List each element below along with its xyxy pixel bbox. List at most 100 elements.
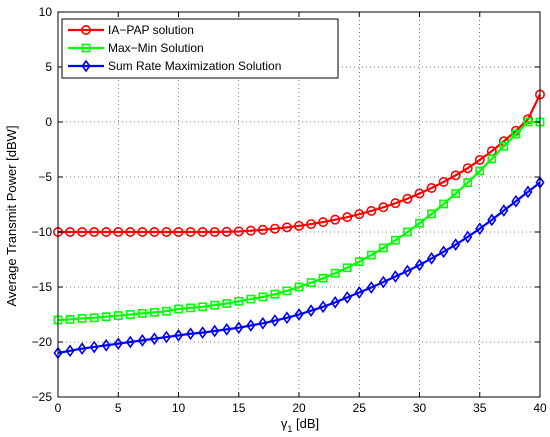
data-point-diamond (523, 185, 533, 199)
x-tick-label: 0 (55, 401, 62, 415)
data-point-square (65, 315, 75, 324)
data-point-square (89, 313, 99, 323)
legend-entry-3: Sum Rate Maximization Solution (68, 59, 281, 73)
data-point-square (523, 117, 533, 127)
data-point-square (210, 300, 220, 310)
x-axis-label: γ1 [dB] (281, 416, 319, 434)
data-point-square (415, 218, 424, 228)
data-point-diamond (77, 342, 87, 355)
x-tick-label: 40 (533, 401, 547, 415)
data-point-circle (318, 217, 329, 228)
data-point-square (378, 243, 388, 253)
data-point-square (306, 278, 316, 287)
data-point-diamond (475, 222, 485, 236)
data-point-diamond (354, 286, 364, 299)
data-point-square (150, 307, 159, 317)
legend: IA−PAP solution Max−Min Solution Sum Rate … (61, 18, 339, 79)
x-tick-label: 20 (292, 401, 306, 415)
x-tick-label: 35 (473, 401, 487, 415)
data-point-circle (354, 209, 365, 220)
x-tick-label: 25 (353, 401, 367, 415)
data-point-diamond (306, 304, 316, 318)
data-point-diamond (499, 204, 509, 217)
data-point-square (222, 299, 232, 308)
x-axis-label-unit: [dB] (292, 416, 319, 431)
y-tick-label: −10 (32, 225, 53, 239)
data-point-diamond (511, 194, 521, 208)
data-point-diamond (378, 275, 388, 289)
data-point-circle (233, 226, 244, 237)
data-point-square (234, 296, 244, 306)
y-tick-label: −5 (38, 170, 52, 184)
data-point-diamond (439, 245, 449, 259)
data-point-square (246, 294, 256, 304)
data-point-square (258, 292, 268, 302)
legend-entry-2: Max−Min Solution (68, 41, 204, 55)
data-point-circle (101, 227, 112, 238)
data-point-circle (293, 220, 304, 231)
x-tick-label: 15 (232, 401, 246, 415)
data-point-square (113, 311, 123, 320)
data-point-circle (450, 170, 461, 181)
y-tick-label: 5 (45, 60, 52, 74)
data-point-circle (402, 193, 413, 204)
data-point-circle (113, 227, 124, 238)
data-point-circle (65, 227, 76, 238)
data-point-circle (137, 227, 148, 238)
data-point-circle (173, 227, 184, 238)
data-point-square (270, 289, 280, 299)
data-point-square (354, 257, 364, 267)
series-2 (53, 117, 545, 325)
data-point-circle (125, 227, 136, 238)
series-1 (52, 89, 545, 238)
data-point-circle (161, 227, 172, 238)
data-point-diamond (210, 324, 220, 338)
data-point-square (318, 273, 328, 283)
data-point-square (137, 308, 147, 318)
data-point-circle (221, 226, 232, 237)
data-point-square (511, 129, 521, 139)
data-point-circle (414, 188, 425, 199)
axis-ticks: 0 5 10 15 20 25 30 35 40 −25 −20 −15 −10 −5 0 5 10 (32, 5, 547, 415)
data-point-diamond (366, 281, 376, 294)
legend-box (61, 18, 339, 79)
data-point-diamond (487, 213, 497, 227)
data-point-circle (245, 225, 256, 236)
plot-series (52, 89, 545, 360)
data-point-diamond (234, 321, 244, 335)
data-point-square (125, 310, 135, 319)
legend-label: IA−PAP solution (108, 23, 194, 37)
data-point-square (475, 166, 485, 176)
data-point-diamond (113, 337, 123, 351)
data-point-diamond (149, 332, 159, 346)
legend-entry-1: IA−PAP solution (68, 23, 194, 37)
y-tick-label: −15 (32, 280, 53, 294)
y-tick-label: 0 (45, 115, 52, 129)
data-point-diamond (426, 252, 437, 265)
data-point-diamond (89, 340, 99, 354)
y-axis-label: Average Transmit Power [dBW] (4, 125, 19, 306)
y-tick-label: −20 (32, 335, 53, 349)
legend-label: Max−Min Solution (108, 41, 204, 55)
data-point-diamond (246, 319, 256, 332)
data-point-circle (149, 227, 160, 238)
data-point-square (330, 268, 340, 278)
x-tick-label: 10 (172, 401, 186, 415)
data-point-square (186, 303, 195, 313)
data-point-diamond (137, 333, 147, 347)
legend-marker-square (81, 43, 91, 53)
data-point-diamond (198, 326, 208, 340)
data-point-square (342, 263, 352, 273)
data-point-square (499, 141, 509, 151)
data-point-circle (281, 222, 292, 233)
data-point-diamond (342, 291, 352, 304)
data-point-square (427, 209, 436, 219)
data-point-square (198, 302, 207, 312)
data-point-circle (197, 227, 208, 238)
data-point-diamond (451, 238, 461, 252)
data-point-square (77, 313, 87, 323)
data-point-square (174, 304, 183, 314)
data-point-diamond (65, 344, 75, 358)
legend-label: Sum Rate Maximization Solution (108, 59, 281, 73)
